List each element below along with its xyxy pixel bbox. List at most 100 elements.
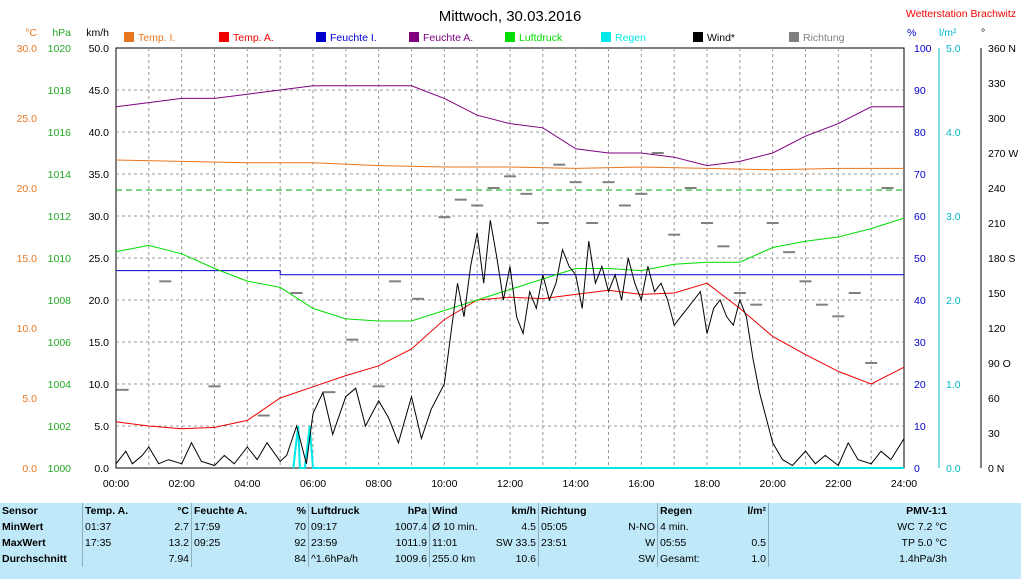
direction-mark [586, 222, 599, 224]
x-axis-tick-label: 14:00 [563, 478, 589, 490]
stats-press-time: ^1.6hPa/h [308, 551, 381, 567]
right-axis-tick-label: 270 W [988, 148, 1018, 160]
direction-mark [848, 292, 861, 294]
legend-label: Wind* [707, 32, 735, 44]
stats-rain-value: 0.5 [751, 537, 766, 549]
stats-wind-label: 11:01 [429, 535, 488, 551]
right-axis-tick-label: 0 [914, 463, 920, 475]
left-axis-tick-label: 40.0 [89, 127, 110, 139]
stats-press-value: 1011.9 [395, 537, 427, 549]
direction-mark [618, 204, 631, 207]
direction-mark [635, 192, 648, 195]
direction-mark [504, 175, 516, 178]
direction-mark [412, 297, 425, 300]
stats-row-label: Durchschnitt [2, 553, 67, 565]
direction-mark [323, 391, 336, 394]
direction-mark [471, 204, 484, 207]
direction-mark [159, 280, 172, 283]
x-axis-tick-label: 02:00 [169, 478, 195, 490]
stats-header-hum: Feuchte A. [191, 503, 266, 519]
stats-temp-time: 17:35 [82, 535, 147, 551]
left-axis-tick-label: 30.0 [17, 43, 38, 55]
direction-mark [389, 280, 402, 283]
stats-dir-time: 05:05 [538, 519, 597, 535]
stats-header-row: Sensor Temp. A. °C Feuchte A. % Luftdruc… [0, 503, 949, 519]
left-axis-tick-label: 0.0 [94, 463, 109, 475]
left-axis-tick-label: 1004 [48, 379, 72, 391]
stats-pmv-value: WC 7.2 °C [768, 519, 949, 535]
stats-dir-time: 23:51 [538, 535, 597, 551]
station-name: Wetterstation Brachwitz [906, 8, 1016, 20]
legend-swatch [505, 32, 515, 42]
stats-dir-value: SW [638, 553, 655, 565]
left-axis-tick-label: 1010 [48, 253, 72, 265]
right-axis-tick-label: 360 N [988, 43, 1016, 55]
stats-header-pmv: PMV-1:1 [768, 503, 949, 519]
right-axis-tick-label: 40 [914, 295, 926, 307]
stats-header-rain: Regen [657, 503, 718, 519]
right-axis-tick-label: 150 [988, 288, 1006, 300]
left-axis-tick-label: 5.0 [94, 421, 109, 433]
x-axis-tick-label: 20:00 [760, 478, 786, 490]
left-axis-tick-label: 20.0 [17, 183, 38, 195]
stats-temp-value: 13.2 [168, 537, 189, 549]
left-axis-tick-label: 1014 [48, 169, 72, 181]
stats-hum-time: 17:59 [191, 519, 266, 535]
right-axis-tick-label: 240 [988, 183, 1006, 195]
direction-mark [750, 303, 763, 306]
left-axis-tick-label: 45.0 [89, 85, 110, 97]
stats-header-sensor: Sensor [2, 505, 38, 517]
x-axis-tick-label: 10:00 [431, 478, 457, 490]
direction-mark [766, 222, 779, 224]
right-axis-tick-label: 330 [988, 78, 1006, 90]
stats-temp-value: 2.7 [174, 521, 189, 533]
right-axis-tick-label: 80 [914, 127, 926, 139]
legend-label: Feuchte A. [423, 32, 473, 44]
right-axis-tick-label: 60 [914, 211, 926, 223]
legend-label: Regen [615, 32, 646, 44]
legend-label: Feuchte I. [330, 32, 377, 44]
direction-mark [454, 198, 467, 201]
stats-row-max: MaxWert 17:35 13.2 09:25 92 23:59 1011.9… [0, 535, 949, 551]
series-line-feuchte-i [116, 270, 904, 276]
right-axis-tick-label: 120 [988, 323, 1006, 335]
right-axis-tick-label: 50 [914, 253, 926, 265]
stats-rain-label: 4 min. [657, 519, 718, 535]
direction-mark [602, 181, 615, 184]
stats-rain-value: 1.0 [751, 553, 766, 565]
direction-mark [290, 292, 303, 294]
stats-pmv-value: TP 5.0 °C [768, 535, 949, 551]
stats-hum-time [191, 551, 266, 567]
statistics-table: Sensor Temp. A. °C Feuchte A. % Luftdruc… [0, 503, 949, 567]
direction-mark [569, 181, 582, 184]
left-axis-tick-label: 10.0 [17, 323, 38, 335]
direction-mark [116, 388, 129, 391]
stats-row-label: MaxWert [2, 537, 46, 549]
right-axis-tick-label: 1.0 [946, 379, 961, 391]
stats-header-dir: Richtung [538, 503, 597, 519]
legend-swatch [409, 32, 419, 42]
direction-mark [717, 245, 730, 248]
left-axis-tick-label: 1008 [48, 295, 72, 307]
stats-row-avg: Durchschnitt 7.94 84 ^1.6hPa/h 1009.6 25… [0, 551, 949, 567]
direction-mark [733, 292, 746, 294]
direction-mark [536, 222, 549, 224]
left-axis-tick-label: 1020 [48, 43, 72, 55]
stats-row-label: MinWert [2, 521, 44, 533]
x-axis-tick-label: 18:00 [694, 478, 720, 490]
stats-hum-value: 84 [294, 553, 306, 565]
right-axis-tick-label: 20 [914, 379, 926, 391]
x-axis-tick-label: 16:00 [628, 478, 654, 490]
series-line-temp-i [115, 159, 904, 171]
left-axis-unit: km/h [86, 27, 109, 39]
left-axis-tick-label: 15.0 [17, 253, 38, 265]
series-line-regen [292, 425, 904, 469]
legend-swatch [316, 32, 326, 42]
right-axis-tick-label: 90 O [988, 358, 1011, 370]
stats-press-time: 23:59 [308, 535, 381, 551]
direction-mark [346, 338, 359, 341]
stats-wind-value: 10.6 [515, 553, 536, 565]
stats-wind-label: 255.0 km [429, 551, 488, 567]
direction-mark [815, 303, 828, 306]
stats-header-wind: Wind [429, 503, 488, 519]
